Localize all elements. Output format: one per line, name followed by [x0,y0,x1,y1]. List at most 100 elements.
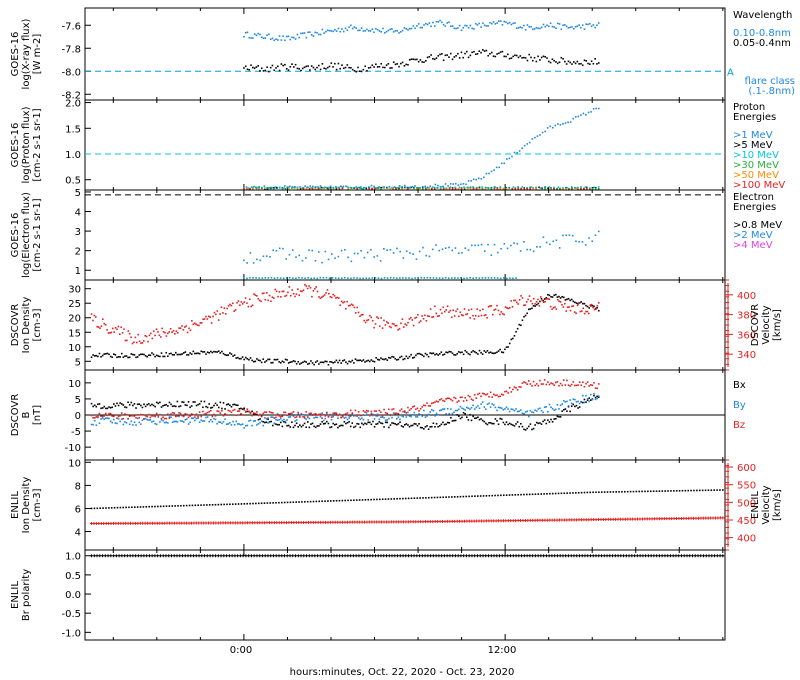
point-dscovr_b-1-50 [170,416,172,419]
point-electron-1-17 [295,277,297,280]
point-enlil_density-0-173 [589,491,592,494]
point-xray-0-186 [574,25,577,28]
point-proton-4-58 [416,187,418,190]
point-dscovr_density-0-269 [518,323,521,326]
point-enlil_density-0-18 [142,506,145,508]
point-dscovr_density-0-254 [494,352,497,354]
point-enlil_density-0-141 [497,494,499,497]
point-enlil_polarity-0-214 [679,554,683,558]
ytick-label-electron-3: 4 [75,208,81,219]
point-xray-0-199 [597,22,600,24]
point-dscovr_b-1-10 [106,417,109,419]
point-proton-0-46 [360,187,363,190]
point-dscovr_density-1-264 [463,308,466,310]
point-xray-1-153 [515,54,518,57]
point-dscovr_b-2-10 [106,414,109,417]
point-proton-3-65 [436,187,439,189]
point-dscovr_density-1-327 [552,306,555,309]
point-enlil_polarity-0-170 [558,554,562,558]
point-proton-4-108 [565,188,567,190]
point-dscovr_b-2-4 [97,415,99,418]
point-xray-0-124 [464,24,466,27]
point-dscovr_b-2-219 [438,399,441,401]
point-proton-5-63 [430,187,433,190]
point-dscovr_density-1-336 [565,310,568,312]
point-xray-0-87 [398,32,400,34]
point-dscovr_b-2-266 [513,386,516,388]
point-electron-0-66 [457,252,460,255]
point-proton-1-118 [594,187,597,189]
point-electron-1-33 [344,276,346,279]
point-enlil_polarity-0-130 [448,554,452,558]
point-enlil_polarity-0-176 [575,554,579,558]
point-enlil_polarity-0-203 [649,554,653,558]
point-xray-1-116 [449,52,452,55]
point-dscovr_b-0-17 [117,404,120,407]
point-dscovr_density-1-195 [366,319,368,322]
point-dscovr_density-1-310 [528,295,531,297]
point-enlil_density-0-77 [312,500,315,503]
point-electron-0-18 [301,259,304,262]
point-enlil_polarity-0-114 [404,554,408,558]
point-enlil_polarity-0-216 [685,554,689,558]
point-dscovr_density-1-36 [141,342,144,344]
ylabel-proton-1: log(Proton flux) [21,106,32,183]
point-dscovr_b-0-246 [481,419,484,422]
ytick-label-dscovr_b-2: 0 [75,411,81,422]
point-dscovr_b-2-40 [154,415,156,418]
point-xray-1-55 [341,64,343,66]
point-dscovr_density-0-231 [458,351,460,353]
point-proton-0-61 [398,185,401,187]
point-dscovr_b-0-306 [577,407,579,409]
point-dscovr_density-0-159 [343,359,346,361]
point-dscovr_b-1-222 [443,408,446,410]
point-proton-3-31 [335,186,338,189]
point-enlil_density-0-6 [108,507,110,509]
point-dscovr_b-0-228 [453,419,455,422]
point-xray-0-85 [394,30,397,32]
point-enlil_polarity-0-223 [704,554,708,558]
point-dscovr_b-0-181 [378,421,381,423]
point-dscovr_b-0-194 [399,421,401,423]
point-electron-0-80 [503,243,506,245]
point-dscovr_b-1-307 [578,402,581,405]
point-proton-0-127 [567,121,569,124]
point-dscovr_b-1-151 [330,418,333,421]
point-electron-0-1 [246,262,248,264]
point-proton-3-39 [359,187,362,189]
point-xray-0-97 [416,25,418,27]
point-xray-0-32 [300,32,302,35]
point-dscovr_density-0-85 [225,354,228,357]
point-enlil_polarity-0-147 [495,554,499,558]
point-proton-5-44 [374,187,376,190]
point-dscovr_density-1-190 [359,315,361,318]
point-dscovr_b-2-175 [368,414,371,417]
point-proton-5-73 [460,187,463,190]
point-dscovr_b-2-295 [559,382,562,385]
point-dscovr_b-0-124 [287,424,290,427]
point-xray-0-78 [382,27,384,30]
point-dscovr_b-2-69 [200,415,203,418]
point-enlil_polarity-0-204 [652,554,656,558]
point-electron-0-70 [470,244,473,247]
point-dscovr_density-1-306 [523,304,525,307]
point-dscovr_density-1-221 [402,326,405,328]
y2tick-label-enlil_density-4: 600 [737,463,756,474]
point-dscovr_density-1-335 [564,302,566,305]
point-dscovr_density-0-22 [125,355,128,357]
point-dscovr_b-2-1 [92,416,94,419]
point-dscovr_density-0-180 [376,358,379,361]
point-dscovr_b-1-300 [567,405,570,407]
point-dscovr_density-0-35 [146,355,148,358]
point-enlil_polarity-0-149 [500,554,504,558]
point-xray-0-182 [567,26,570,29]
point-dscovr_density-1-194 [364,321,367,324]
point-xray-1-120 [457,52,459,55]
point-dscovr_density-0-313 [588,307,591,309]
point-dscovr_b-2-22 [125,413,128,416]
ytick-label-enlil_density-1: 6 [75,504,81,515]
point-dscovr_b-2-124 [287,413,290,415]
point-enlil_polarity-0-94 [349,554,353,558]
point-dscovr_density-1-314 [534,303,536,305]
point-dscovr_b-0-118 [278,423,280,426]
